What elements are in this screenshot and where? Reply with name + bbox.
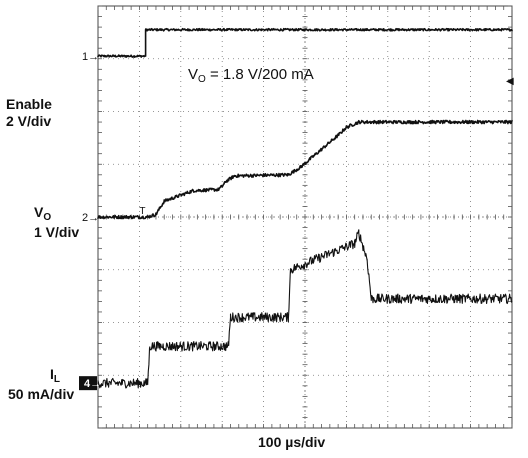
il-scale-label: 50 mA/div (8, 386, 75, 402)
traces (97, 27, 513, 389)
il-trace (97, 229, 513, 389)
channel-marker-1: 1→ (82, 51, 99, 63)
enable-trace (97, 27, 513, 58)
channel-marker-box (79, 376, 97, 391)
channel-marker-number: 4→ (84, 378, 101, 390)
channel-marker-number: 2→ (82, 212, 99, 224)
vo-channel-label: VO (34, 204, 51, 223)
channel-markers: 1→ 2→ 4→ T ◀ (79, 51, 514, 391)
enable-name: Enable (6, 96, 52, 112)
graticule (97, 5, 513, 429)
enable-scale: 2 V/div (6, 113, 52, 129)
channel-marker-2: 2→ (82, 212, 99, 224)
trigger-marker: T (139, 206, 145, 217)
enable-channel-label: Enable 2 V/div (6, 96, 52, 130)
vo-scale-label: 1 V/div (34, 224, 80, 240)
il-channel-label: IL (50, 366, 60, 385)
vo-trace (97, 119, 513, 220)
right-level-marker: ◀ (506, 76, 514, 87)
channel-marker-4: 4→ (79, 376, 101, 391)
channel-marker-number: 1→ (82, 51, 99, 63)
conditions-annotation: VO = 1.8 V/200 mA (188, 66, 314, 85)
vo-name: VO (34, 204, 52, 223)
x-axis-label: 100 µs/div (258, 434, 326, 450)
